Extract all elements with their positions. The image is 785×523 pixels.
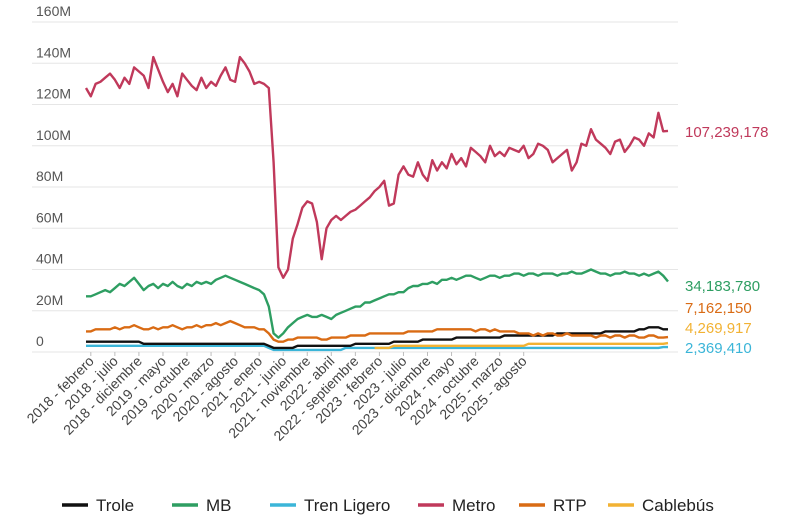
- end-label-metro: 107,239,178: [685, 124, 768, 141]
- y-tick-label: 140M: [36, 44, 71, 60]
- y-tick-label: 120M: [36, 86, 71, 102]
- legend-item: MB: [206, 496, 232, 515]
- series-line-mb: [86, 268, 669, 339]
- legend-item: Cablebús: [642, 496, 714, 515]
- legend-item: Metro: [452, 496, 495, 515]
- y-tick-label: 0: [36, 333, 44, 349]
- y-tick-label: 160M: [36, 3, 71, 19]
- y-tick-label: 100M: [36, 127, 71, 143]
- y-tick-label: 20M: [36, 292, 63, 308]
- y-tick-label: 40M: [36, 251, 63, 267]
- end-label-mb: 34,183,780: [685, 278, 760, 295]
- series-line-trole: [86, 326, 668, 350]
- end-label-rtp: 7,162,150: [685, 300, 752, 317]
- end-label-tren-ligero: 2,369,410: [685, 340, 752, 357]
- series-line-rtp: [86, 319, 669, 343]
- legend-item: RTP: [553, 496, 587, 515]
- series-line-metro: [84, 55, 669, 279]
- y-tick-label: 60M: [36, 209, 63, 225]
- end-label-cableb-s: 4,269,917: [685, 320, 752, 337]
- legend-item: Tren Ligero: [304, 496, 390, 515]
- legend-item: Trole: [96, 496, 134, 515]
- y-tick-label: 80M: [36, 168, 63, 184]
- series-line-cableb-s: [374, 341, 669, 350]
